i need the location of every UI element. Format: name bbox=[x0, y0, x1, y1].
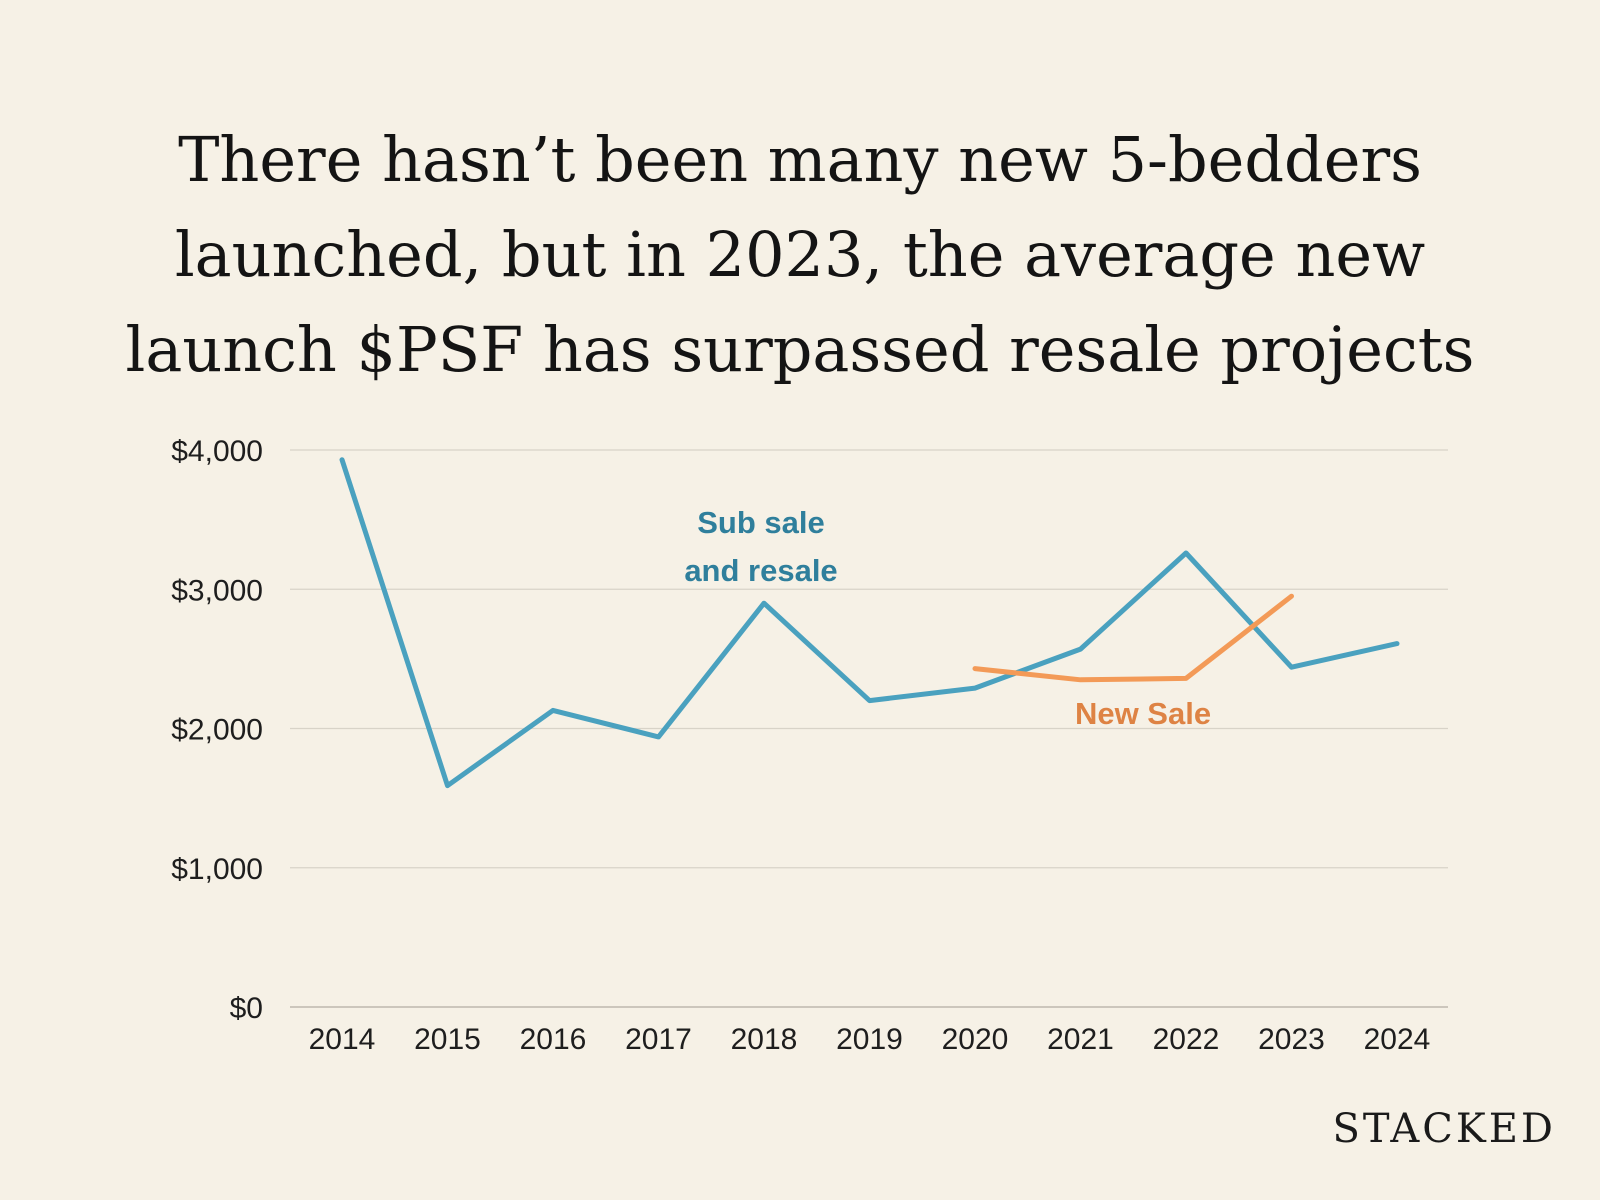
x-tick-label: 2021 bbox=[1047, 1023, 1114, 1056]
new-sale-series-label: New Sale bbox=[1075, 696, 1211, 731]
title-line-1: There hasn’t been many new 5-bedders bbox=[178, 123, 1422, 196]
new-sale-series-line bbox=[972, 593, 1294, 683]
series-lines bbox=[339, 457, 1400, 789]
x-tick-label: 2015 bbox=[414, 1023, 481, 1056]
y-tick-label: $0 bbox=[230, 992, 263, 1025]
y-tick-label: $1,000 bbox=[171, 853, 263, 886]
title-line-2: launched, but in 2023, the average new bbox=[174, 218, 1426, 291]
y-tick-label: $2,000 bbox=[171, 714, 263, 747]
series-labels: Sub sale and resale New Sale bbox=[684, 505, 1211, 731]
title-line-3: launch $PSF has surpassed resale project… bbox=[125, 313, 1475, 386]
y-axis-ticks: $0 $1,000 $2,000 $3,000 $4,000 bbox=[171, 435, 263, 1025]
chart-title: There hasn’t been many new 5-bedders lau… bbox=[80, 112, 1520, 397]
resale-series-label: Sub sale bbox=[697, 505, 825, 540]
x-tick-label: 2023 bbox=[1258, 1023, 1325, 1056]
y-tick-label: $4,000 bbox=[171, 435, 263, 468]
gridlines bbox=[290, 449, 1448, 1008]
x-axis-ticks: 2014 2015 2016 2017 2018 2019 2020 2021 2022 2023… bbox=[309, 1023, 1431, 1056]
x-tick-label: 2022 bbox=[1153, 1023, 1220, 1056]
x-tick-label: 2024 bbox=[1364, 1023, 1431, 1056]
resale-series-line bbox=[339, 457, 1400, 789]
x-tick-label: 2020 bbox=[942, 1023, 1009, 1056]
x-tick-label: 2017 bbox=[625, 1023, 692, 1056]
resale-series-label: and resale bbox=[684, 553, 837, 588]
x-tick-label: 2018 bbox=[731, 1023, 798, 1056]
x-tick-label: 2014 bbox=[309, 1023, 376, 1056]
y-tick-label: $3,000 bbox=[171, 574, 263, 607]
x-tick-label: 2016 bbox=[520, 1023, 587, 1056]
x-tick-label: 2019 bbox=[836, 1023, 903, 1056]
brand-logo: STACKED bbox=[1332, 1106, 1556, 1152]
